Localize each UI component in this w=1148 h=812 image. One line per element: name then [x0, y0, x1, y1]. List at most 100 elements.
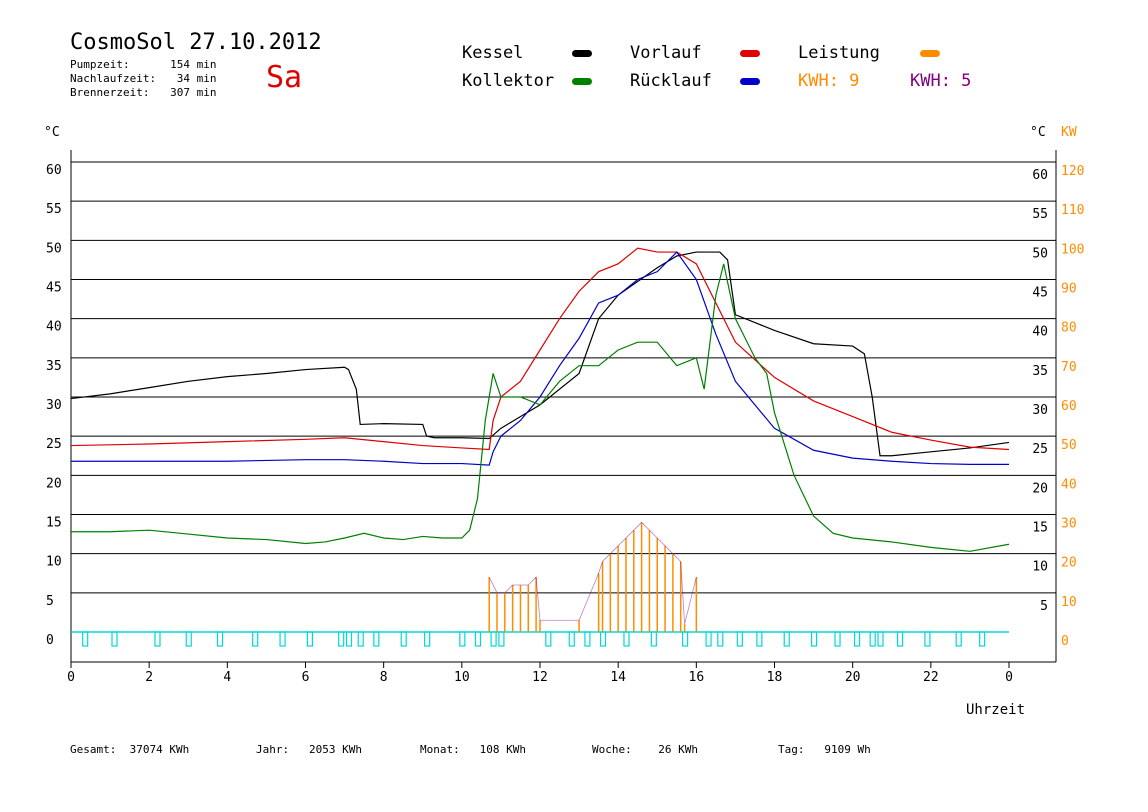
left-axis-unit: °C — [44, 125, 60, 140]
series-kessel-line — [70, 251, 1010, 457]
pump-marker — [877, 631, 884, 647]
stat-brennerzeit: Brennerzeit: 307 min — [70, 86, 217, 99]
pump-marker — [705, 631, 712, 647]
footer-label: Woche: — [592, 743, 632, 756]
weekday-label: Sa — [266, 60, 303, 95]
pump-marker — [810, 631, 818, 647]
y2-tick-label: 10 — [1061, 595, 1077, 610]
y-right-tick-label: 30 — [1032, 403, 1048, 418]
pump-marker — [834, 631, 841, 647]
leistung-line — [488, 521, 697, 625]
legend-kollektor-label: Kollektor — [462, 71, 555, 91]
footer-monat: Monat: 108 KWh — [420, 743, 526, 756]
y-right-tick-label: 15 — [1032, 521, 1048, 536]
pump-marker — [338, 631, 345, 647]
stat-label: Brennerzeit: — [70, 86, 150, 99]
pump-marker — [154, 631, 161, 647]
pump-marker — [82, 631, 89, 647]
pump-marker — [568, 631, 575, 647]
y2-tick-label: 40 — [1061, 477, 1077, 492]
y-right-tick-label: 55 — [1032, 207, 1048, 222]
y-tick-label: 40 — [46, 320, 62, 335]
pump-marker — [400, 631, 407, 647]
y2-tick-label: 90 — [1061, 282, 1077, 297]
pump-marker — [756, 631, 763, 647]
grid-lines — [71, 161, 1056, 594]
pump-marker — [306, 631, 314, 647]
y-tick-label: 15 — [46, 516, 62, 531]
legend-ruecklauf-swatch — [740, 78, 760, 85]
pump-marker — [185, 631, 192, 647]
power-axis-unit: KW — [1061, 125, 1077, 140]
y2-tick-label: 60 — [1061, 399, 1077, 414]
x-tick-label: 16 — [689, 670, 705, 685]
chart-title: CosmoSol 27.10.2012 — [70, 30, 322, 55]
series-kollektor-line — [71, 263, 1010, 552]
stat-value: 34 — [176, 72, 190, 85]
footer-value: 108 KWh — [479, 743, 526, 756]
footer-tag: Tag: 9109 Wh — [778, 743, 871, 756]
x-tick-label: 8 — [380, 670, 388, 685]
legend-vorlauf-swatch — [740, 50, 760, 57]
stat-value: 307 — [170, 86, 190, 99]
pump-marker — [853, 631, 861, 647]
y2-tick-label: 20 — [1061, 556, 1077, 571]
pump-marker — [490, 631, 497, 647]
chart-axes — [70, 150, 1057, 668]
x-tick-label: 18 — [767, 670, 783, 685]
x-tick-label: 12 — [532, 670, 548, 685]
y-tick-label: 0 — [46, 633, 54, 648]
footer-value: 26 KWh — [658, 743, 698, 756]
pump-marker — [459, 631, 466, 647]
y-right-tick-label: 20 — [1032, 481, 1048, 496]
legend-ruecklauf-label: Rücklauf — [630, 71, 712, 91]
pump-marker — [955, 631, 962, 647]
stat-unit: min — [196, 72, 217, 85]
pump-marker — [373, 631, 380, 647]
stat-pumpzeit: Pumpzeit: 154 min — [70, 58, 217, 71]
y-right-tick-label: 35 — [1032, 364, 1048, 379]
y2-tick-label: 110 — [1061, 203, 1084, 218]
pump-marker — [424, 631, 431, 647]
y-tick-label: 45 — [46, 281, 62, 296]
y-tick-label: 10 — [46, 555, 62, 570]
pump-marker — [599, 631, 607, 647]
footer-label: Jahr: — [256, 743, 290, 756]
y2-tick-label: 70 — [1061, 360, 1077, 375]
series-ruecklauf-line — [71, 251, 1009, 466]
data-series — [70, 247, 1010, 632]
stat-value: 154 — [170, 58, 190, 71]
legend-leistung-label: Leistung — [798, 43, 880, 63]
pump-marker — [216, 631, 224, 647]
x-tick-label: 22 — [923, 670, 939, 685]
y-right-tick-label: 50 — [1032, 246, 1048, 261]
pump-markers — [82, 631, 986, 647]
x-tick-label: 2 — [145, 670, 153, 685]
pump-marker — [345, 631, 353, 647]
pump-marker — [584, 631, 591, 647]
stat-unit: min — [196, 58, 217, 71]
pump-marker — [869, 631, 876, 647]
y2-tick-label: 80 — [1061, 321, 1077, 336]
legend-kwh-orange: KWH: 9 — [798, 71, 860, 91]
pump-marker — [545, 631, 552, 647]
legend-kessel-swatch — [572, 50, 592, 57]
pump-marker — [924, 631, 931, 647]
y2-tick-label: 0 — [1061, 634, 1069, 649]
pump-marker — [623, 631, 630, 647]
x-tick-label: 20 — [845, 670, 861, 685]
footer-label: Monat: — [420, 743, 460, 756]
y-right-tick-label: 25 — [1032, 442, 1048, 457]
pump-marker — [111, 631, 118, 647]
pump-marker — [252, 631, 259, 647]
footer-value: 37074 KWh — [129, 743, 190, 756]
y-tick-label: 50 — [46, 241, 62, 256]
y-tick-label: 25 — [46, 437, 62, 452]
x-tick-label: 10 — [454, 670, 470, 685]
pump-marker — [717, 631, 724, 647]
series-vorlauf-line — [70, 247, 1010, 451]
x-tick-label: 6 — [302, 670, 310, 685]
y-right-tick-label: 10 — [1032, 560, 1048, 575]
pump-marker — [682, 631, 689, 647]
